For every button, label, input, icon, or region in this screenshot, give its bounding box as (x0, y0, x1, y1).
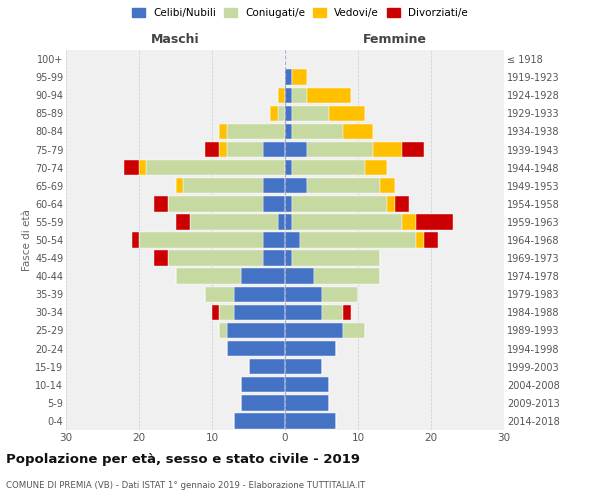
Bar (292, 160, 365, 176)
Bar (234, 304, 285, 320)
Bar (227, 341, 285, 356)
Bar (292, 214, 402, 230)
Bar (285, 414, 336, 428)
Y-axis label: Fasce di età: Fasce di età (22, 209, 32, 271)
Bar (307, 142, 373, 157)
Bar (373, 142, 402, 157)
Bar (227, 323, 285, 338)
Bar (212, 304, 220, 320)
Bar (139, 232, 263, 248)
Bar (234, 414, 285, 428)
Bar (139, 160, 146, 176)
Bar (263, 250, 285, 266)
Bar (329, 106, 365, 121)
Bar (285, 341, 336, 356)
Bar (234, 286, 285, 302)
Bar (343, 124, 373, 139)
Bar (271, 106, 278, 121)
Bar (307, 178, 380, 194)
Bar (241, 377, 285, 392)
Bar (248, 359, 285, 374)
Bar (343, 304, 350, 320)
Bar (343, 323, 365, 338)
Bar (176, 214, 190, 230)
Bar (322, 286, 358, 302)
Bar (278, 214, 285, 230)
Bar (263, 142, 285, 157)
Bar (285, 196, 292, 212)
Text: Popolazione per età, sesso e stato civile - 2019: Popolazione per età, sesso e stato civil… (6, 452, 360, 466)
Text: Femmine: Femmine (362, 34, 427, 46)
Bar (285, 160, 292, 176)
Bar (220, 304, 234, 320)
Bar (292, 196, 387, 212)
Bar (299, 232, 416, 248)
Bar (285, 70, 292, 85)
Text: Maschi: Maschi (151, 34, 200, 46)
Bar (168, 196, 263, 212)
Bar (227, 142, 263, 157)
Legend: Celibi/Nubili, Coniugati/e, Vedovi/e, Divorziati/e: Celibi/Nubili, Coniugati/e, Vedovi/e, Di… (129, 5, 471, 21)
Bar (292, 88, 307, 103)
Text: COMUNE DI PREMIA (VB) - Dati ISTAT 1° gennaio 2019 - Elaborazione TUTTITALIA.IT: COMUNE DI PREMIA (VB) - Dati ISTAT 1° ge… (6, 481, 365, 490)
Bar (380, 178, 395, 194)
Bar (176, 178, 183, 194)
Bar (285, 106, 292, 121)
Bar (263, 196, 285, 212)
Bar (292, 106, 329, 121)
Bar (154, 250, 168, 266)
Bar (220, 142, 227, 157)
Bar (190, 214, 278, 230)
Bar (402, 214, 416, 230)
Bar (307, 88, 350, 103)
Bar (154, 196, 168, 212)
Bar (168, 250, 263, 266)
Bar (241, 268, 285, 284)
Bar (220, 323, 227, 338)
Bar (424, 232, 438, 248)
Bar (395, 196, 409, 212)
Bar (176, 268, 241, 284)
Bar (263, 178, 285, 194)
Bar (292, 70, 307, 85)
Bar (285, 268, 314, 284)
Bar (285, 395, 329, 410)
Bar (285, 178, 307, 194)
Bar (146, 160, 285, 176)
Bar (263, 232, 285, 248)
Bar (183, 178, 263, 194)
Bar (314, 268, 380, 284)
Bar (285, 304, 322, 320)
Bar (205, 142, 220, 157)
Bar (285, 250, 292, 266)
Bar (285, 286, 322, 302)
Bar (292, 250, 380, 266)
Bar (285, 124, 292, 139)
Bar (292, 124, 343, 139)
Bar (365, 160, 387, 176)
Bar (285, 323, 343, 338)
Bar (285, 214, 292, 230)
Bar (278, 106, 285, 121)
Bar (285, 142, 307, 157)
Bar (416, 232, 424, 248)
Bar (402, 142, 424, 157)
Bar (285, 88, 292, 103)
Bar (285, 359, 322, 374)
Bar (124, 160, 139, 176)
Bar (132, 232, 139, 248)
Bar (285, 232, 299, 248)
Bar (241, 395, 285, 410)
Bar (227, 124, 285, 139)
Bar (285, 377, 329, 392)
Bar (278, 88, 285, 103)
Bar (387, 196, 395, 212)
Bar (205, 286, 234, 302)
Bar (416, 214, 453, 230)
Bar (322, 304, 343, 320)
Bar (220, 124, 227, 139)
